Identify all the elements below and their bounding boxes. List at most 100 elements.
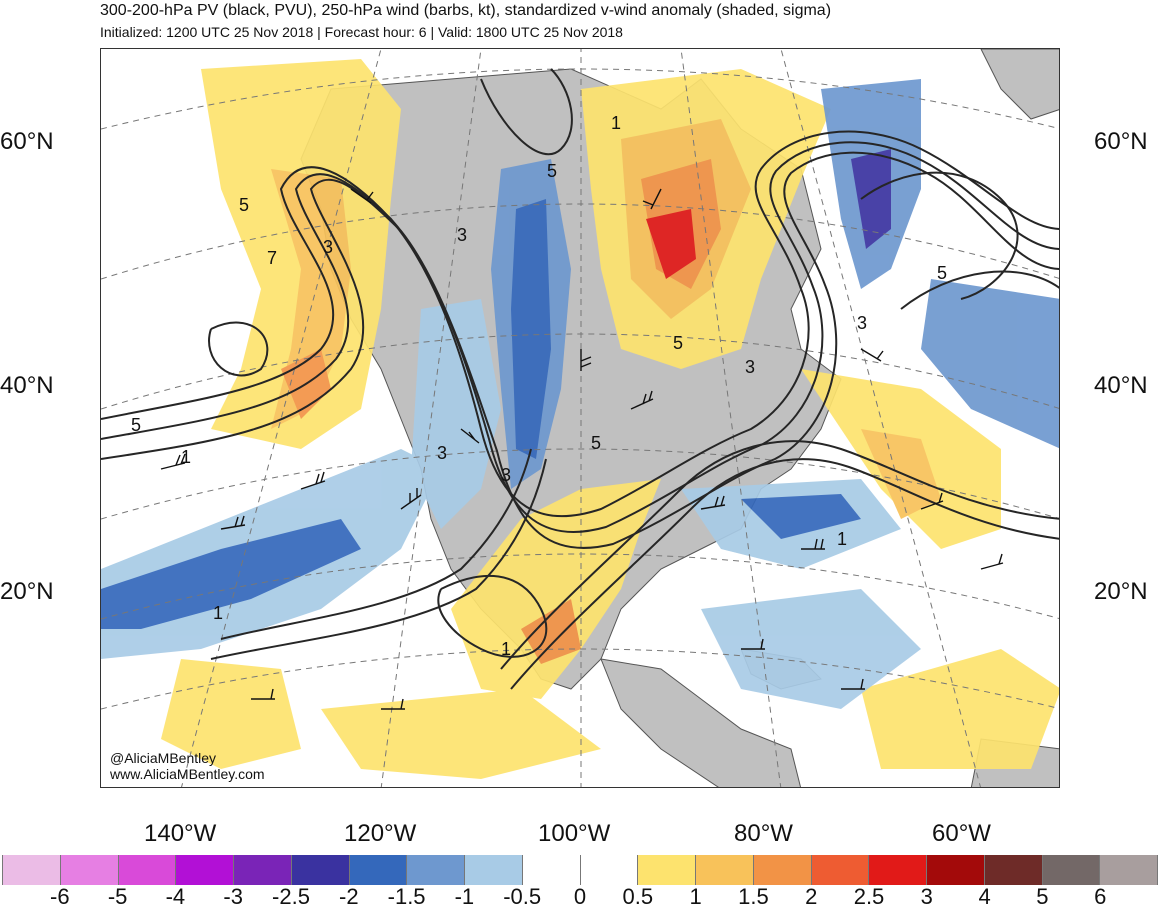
anomaly-atlantic-negative [921,279,1059,449]
anomaly-pacific-core [101,519,361,629]
colorbar-label: 0.5 [622,884,654,909]
contour-label: 5 [239,195,249,215]
contour-label: 1 [837,529,847,549]
colorbar-label: 1 [689,884,702,909]
wind-barb [980,553,1004,570]
lon-label-80w: 80°W [734,820,793,847]
lon-line-80w [680,49,782,787]
colorbar-swatch [811,855,870,885]
contour-label: 5 [937,263,947,283]
wind-barb [741,638,765,650]
colorbar-label: 2.5 [853,884,885,909]
contour-label: 3 [501,465,511,485]
colorbar-swatch [349,855,408,885]
colorbar-swatch [696,855,754,885]
contour-label: 3 [857,313,867,333]
colorbar-swatch [407,855,465,885]
colorbar-swatch [753,855,812,885]
map-title: 300-200-hPa PV (black, PVU), 250-hPa win… [100,2,832,19]
contour-label: 7 [267,248,277,268]
contour-label: 5 [131,415,141,435]
pv-contour [860,171,1019,300]
lon-label-60w: 60°W [932,820,991,847]
map-canvas: 5 7 3 5 1 5 3 3 5 3 5 3 1 1 1 5 3 1 [101,49,1059,787]
contour-label: 5 [591,433,601,453]
colorbar-label: -2.5 [272,884,310,909]
graticule-layer [101,49,1059,787]
colorbar-swatch [2,855,61,885]
contour-label: 1 [611,113,621,133]
lat-line-10 [101,648,1059,710]
lon-line-60w [780,49,981,787]
contour-label: 5 [673,333,683,353]
wind-barb-layer [160,188,1004,710]
anomaly-caribbean-negative [701,589,921,709]
colorbar-swatch [984,855,1043,885]
weather-map: 5 7 3 5 1 5 3 3 5 3 5 3 1 1 1 5 3 1 [100,48,1060,788]
colorbar-swatch [1100,855,1158,885]
colorbar-label: -5 [107,884,128,909]
colorbar-label: 0 [573,884,587,909]
colorbar-label: 2 [805,884,818,909]
lon-label-100w: 100°W [538,820,611,847]
lon-label-120w: 120°W [344,820,417,847]
lon-line-140w [181,49,382,787]
colorbar-label: -1.5 [387,884,426,909]
contour-label: 3 [323,237,333,257]
contour-label: 1 [501,639,511,659]
wind-barb [251,688,275,700]
colorbar-swatch [638,855,696,885]
pv-contour [500,440,1059,670]
wind-barb [460,428,480,444]
anomaly-mexico-core [521,599,581,664]
wind-barb [350,188,374,204]
credit-handle: @AliciaMBentley [110,750,217,766]
pv-contour [480,68,573,156]
wind-barb [160,453,186,470]
colorbar-label: -0.5 [503,884,542,909]
anomaly-labrador-core [851,149,891,249]
colorbar-swatch [60,855,119,885]
lon-label-140w: 140°W [144,820,217,847]
lat-label-20n-left: 20°N [0,578,54,605]
colorbar-label: 5 [1036,884,1049,909]
credit-url: www.AliciaMBentley.com [110,766,265,782]
colorbar-swatch [234,855,292,885]
pv-contour [101,130,1059,518]
wind-barb [580,349,592,371]
lat-label-40n-right: 40°N [1094,372,1148,399]
colorbar-label: 6 [1094,884,1107,909]
colorbar-swatch [118,855,177,885]
colorbar-label: 4 [978,884,991,909]
colorbar-label: -4 [165,884,186,909]
map-subtitle: Initialized: 1200 UTC 25 Nov 2018 | Fore… [100,24,623,40]
contour-label-layer: 5 7 3 5 1 5 3 3 5 3 5 3 1 1 1 5 3 1 [131,113,947,659]
colorbar-swatch [869,855,927,885]
lat-line-30 [101,448,1059,520]
colorbar-label: -2 [339,884,359,909]
wind-barb [381,698,405,710]
anomaly-plains-core [511,199,551,459]
anomaly-caribbean-positive [861,649,1059,769]
pv-contour [208,321,269,377]
pv-contour [220,448,532,640]
lat-label-60n-left: 60°N [0,128,54,155]
colorbar-labels: -6 -5 -4 -3 -2.5 -2 -1.5 -1 -0.5 0 0.5 1 1.5 2 2.5 3 4 5 6 [0,884,1160,912]
contour-label: 3 [437,443,447,463]
lat-label-20n-right: 20°N [1094,578,1148,605]
contour-label: 1 [213,603,223,623]
contour-label: 3 [457,225,467,245]
contour-label: 1 [181,447,191,467]
anomaly-mexico-positive [451,479,661,699]
colorbar-swatch [1042,855,1101,885]
wind-barb [801,538,825,550]
anomaly-rockies-negative [411,299,501,529]
pv-contour [900,270,1059,310]
colorbar-swatch [465,855,523,885]
wind-barb [841,678,865,690]
greenland-land [980,49,1059,120]
colorbar-swatch [291,855,350,885]
negative-anomaly-layer [101,79,1059,709]
wind-barb [630,390,654,410]
colorbar-swatch [580,855,639,885]
